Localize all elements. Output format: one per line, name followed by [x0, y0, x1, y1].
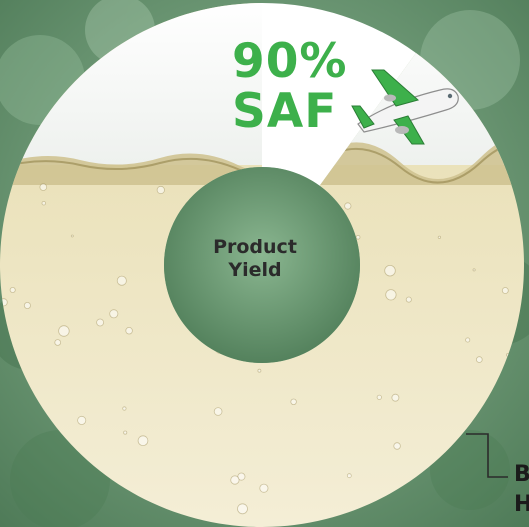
bubble — [258, 369, 261, 372]
bubble — [406, 297, 411, 302]
bubble — [138, 436, 148, 446]
bubble — [123, 407, 126, 410]
saf-name-label: SAF — [232, 88, 337, 136]
bubble — [231, 476, 239, 484]
bubble — [476, 357, 482, 363]
bubble — [377, 395, 381, 399]
bubble — [356, 235, 360, 239]
bubble — [345, 203, 351, 209]
bubble — [110, 310, 118, 318]
saf-percent-label: 90% — [232, 38, 348, 86]
bubble — [126, 327, 133, 334]
bubble — [386, 290, 396, 300]
slice-2-label-line-1: B — [514, 460, 529, 490]
bubble — [385, 265, 396, 276]
bubble — [78, 416, 86, 424]
slice-2-label-line-2: H — [514, 490, 529, 520]
bubble — [438, 236, 440, 238]
bubble — [347, 474, 351, 478]
bubble — [42, 201, 46, 205]
bubble — [97, 319, 104, 326]
bubble — [157, 186, 164, 193]
bubble — [473, 269, 475, 271]
bubble — [40, 184, 47, 191]
bubble — [466, 338, 470, 342]
bubble — [214, 408, 222, 416]
center-label-line-1: Product — [199, 236, 311, 259]
bubble — [238, 504, 248, 514]
bubble — [71, 235, 73, 237]
bubble — [55, 340, 61, 346]
bubble — [392, 394, 399, 401]
bubble — [502, 288, 508, 294]
bubble — [124, 431, 127, 434]
center-label-line-2: Yield — [199, 259, 311, 282]
bubble — [117, 276, 126, 285]
bubble — [394, 443, 401, 450]
bubble — [291, 399, 297, 405]
bubble — [260, 484, 268, 492]
bubble — [59, 326, 70, 337]
bubble — [24, 302, 30, 308]
donut-center-label: Product Yield — [199, 236, 311, 282]
bubble — [10, 287, 15, 292]
